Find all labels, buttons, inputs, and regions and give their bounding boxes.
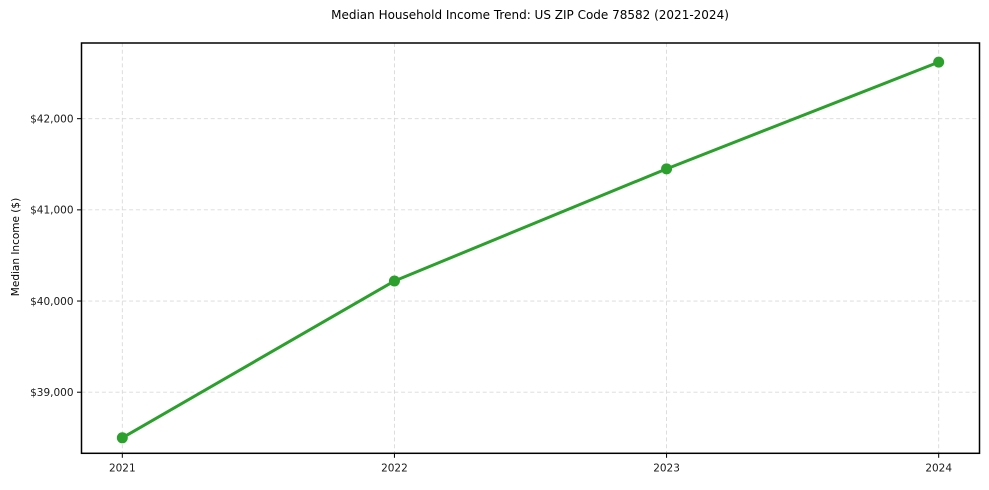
y-tick-label: $39,000	[30, 387, 73, 399]
chart-title: Median Household Income Trend: US ZIP Co…	[331, 8, 729, 22]
income-trend-line	[120, 60, 941, 440]
x-tick-label: 2022	[381, 462, 408, 474]
y-tick-label: $40,000	[30, 296, 73, 308]
x-tick-label: 2021	[109, 462, 136, 474]
plot-border	[80, 42, 981, 455]
data-point-marker	[661, 163, 673, 175]
data-point-marker	[933, 56, 945, 68]
x-tick-label: 2024	[925, 462, 952, 474]
y-tick-label: $42,000	[30, 113, 73, 125]
y-tick-label: $41,000	[30, 205, 73, 217]
data-point-marker	[388, 275, 400, 287]
data-point-marker	[116, 432, 128, 444]
x-tick-label: 2023	[653, 462, 680, 474]
